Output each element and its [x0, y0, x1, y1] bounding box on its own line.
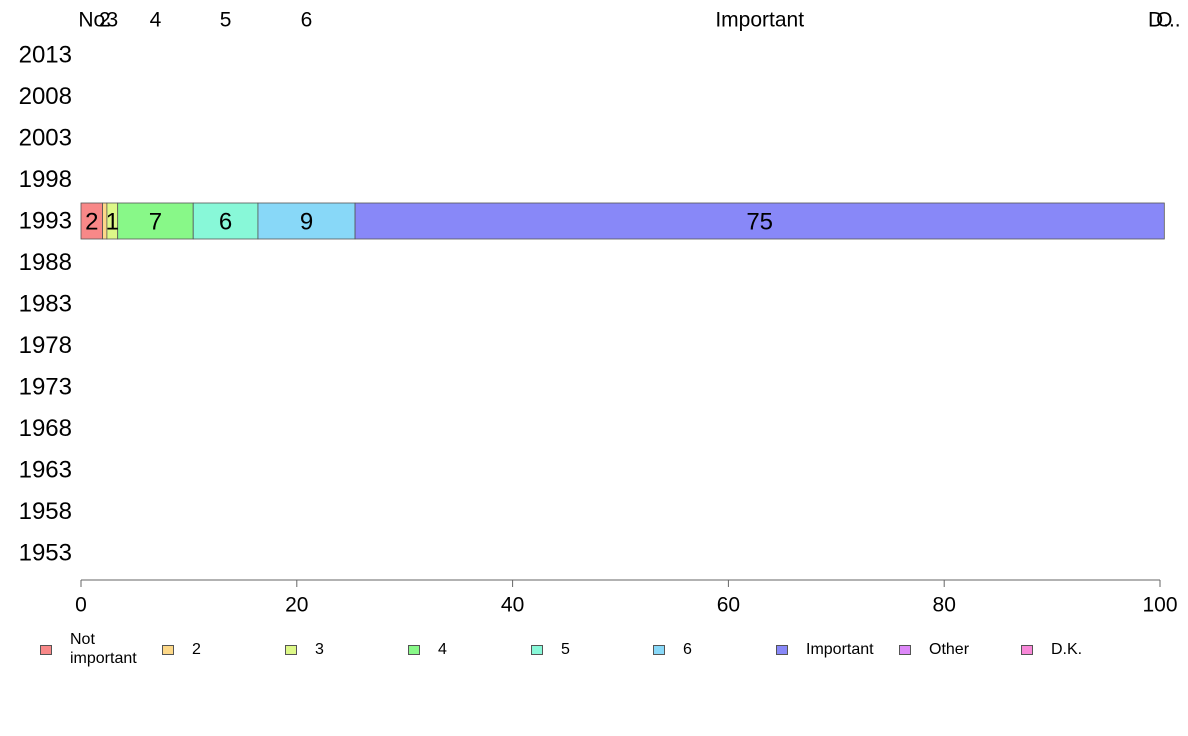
x-tick-label-100: 100 [1142, 594, 1177, 617]
data-label-1993-6: 9 [300, 209, 313, 236]
bar-1993-5 [192, 202, 259, 240]
legend-swatch-2 [162, 645, 174, 655]
y-tick-label-2003: 2003 [19, 125, 72, 152]
y-tick-label-1958: 1958 [19, 498, 72, 525]
legend-label-other: Other [929, 641, 970, 658]
data-label-1993-not-important: 2 [85, 209, 98, 236]
legend-swatch-3 [285, 645, 297, 655]
data-label-1993-4: 7 [149, 209, 162, 236]
legend-label-not-important: Not important [70, 631, 137, 667]
top-label-4: 4 [150, 9, 162, 32]
bars-layer: 2 1 7 6 9 75 [80, 202, 1165, 240]
bar-1993-important [354, 202, 1165, 240]
y-tick-label-1963: 1963 [19, 457, 72, 484]
data-label-1993-3: 1 [106, 209, 119, 236]
x-tick-label-80: 80 [933, 594, 956, 617]
legend-label-important: Important [806, 641, 874, 658]
legend-label-dk: D.K. [1051, 641, 1083, 658]
legend-swatch-5 [531, 645, 543, 655]
data-label-1993-5: 6 [219, 209, 232, 236]
x-axis: 0 20 40 60 80 100 [75, 579, 1178, 617]
legend-swatch-4 [408, 645, 420, 655]
x-tick-label-0: 0 [75, 594, 87, 617]
legend: Not important 2 3 4 5 6 Important Other … [0, 628, 1188, 688]
top-label-6: 6 [301, 9, 313, 32]
legend-label-5: 5 [561, 641, 570, 658]
y-tick-label-1988: 1988 [19, 249, 72, 276]
legend-swatch-important [776, 645, 788, 655]
x-tick-label-60: 60 [717, 594, 740, 617]
top-label-2: 2 [99, 9, 111, 32]
y-tick-label-1968: 1968 [19, 415, 72, 442]
top-label-5: 5 [220, 9, 232, 32]
legend-swatch-not-important [40, 645, 52, 655]
top-label-other: O [1156, 9, 1172, 32]
y-tick-label-1998: 1998 [19, 166, 72, 193]
y-axis-year-labels: 2013 2008 2003 1998 1993 1988 1983 1978 1973 1968… [19, 42, 72, 567]
legend-label-2: 2 [192, 641, 201, 658]
top-label-3: 3 [106, 9, 118, 32]
legend-label-4: 4 [438, 641, 447, 658]
y-tick-label-1973: 1973 [19, 374, 72, 401]
data-label-1993-important: 75 [746, 209, 773, 236]
legend-swatch-6 [653, 645, 665, 655]
y-tick-label-1953: 1953 [19, 540, 72, 567]
y-tick-label-1993: 1993 [19, 208, 72, 235]
x-tick-label-20: 20 [285, 594, 308, 617]
y-tick-label-2008: 2008 [19, 83, 72, 110]
top-label-important: Important [715, 9, 804, 32]
y-tick-label-1978: 1978 [19, 332, 72, 359]
bar-1993-6 [257, 202, 356, 240]
legend-label-3: 3 [315, 641, 324, 658]
x-tick-label-40: 40 [501, 594, 524, 617]
top-label-not-important: No [78, 9, 105, 32]
y-tick-label-2013: 2013 [19, 42, 72, 69]
legend-swatch-other [899, 645, 911, 655]
top-label-d-k: D... [1148, 9, 1181, 32]
legend-swatch-dk [1021, 645, 1033, 655]
legend-label-6: 6 [683, 641, 692, 658]
y-tick-label-1983: 1983 [19, 291, 72, 318]
